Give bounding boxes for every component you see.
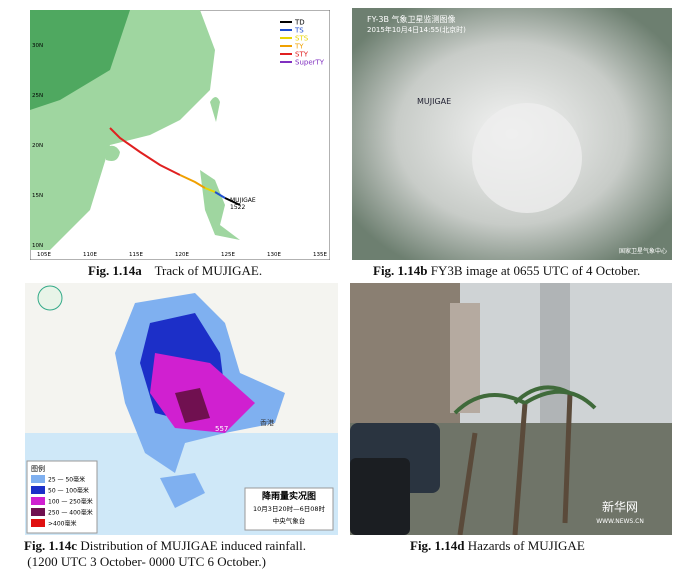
legend-swatch — [31, 508, 45, 516]
legend-swatch — [31, 497, 45, 505]
legend-label: TY — [294, 43, 304, 51]
lon-label: 130E — [267, 252, 281, 258]
caption-label: Fig. 1.14b — [373, 263, 428, 278]
caption-text: Hazards of MUJIGAE — [467, 538, 585, 553]
legend-swatch — [31, 519, 45, 527]
legend-swatch — [31, 486, 45, 494]
lat-label: 30N — [32, 43, 43, 49]
legend-label: STY — [295, 51, 309, 59]
caption-text: Distribution of MUJIGAE induced rainfall… — [80, 538, 306, 553]
legend-label: 50 — 100毫米 — [48, 487, 89, 495]
legend-label: TS — [294, 27, 304, 35]
caption-text: Track of MUJIGAE. — [154, 263, 263, 278]
legend-label: 250 — 400毫米 — [48, 509, 93, 517]
map-period: 10月3日20时—6日08时 — [253, 504, 326, 513]
legend-swatch — [31, 475, 45, 483]
lat-label: 10N — [32, 243, 43, 249]
legend-label: 25 — 50毫米 — [48, 476, 85, 484]
legend-title: 图例 — [31, 464, 45, 473]
legend-label: 100 — 250毫米 — [48, 498, 93, 506]
lon-label: 110E — [83, 252, 97, 258]
lon-label: 120E — [175, 252, 189, 258]
caption: Fig. 1.14d Hazards of MUJIGAE — [410, 538, 585, 554]
satellite-image: FY-3B 气象卫星监测图像 2015年10月4日14:55(北京时) MUJI… — [352, 8, 672, 260]
legend-label: >400毫米 — [48, 520, 76, 528]
lat-label: 15N — [32, 193, 43, 199]
lon-label: 105E — [37, 252, 51, 258]
rainfall-map: 557 香港 图例 25 — 50毫米 50 — 100毫米 100 — 250毫米… — [25, 283, 338, 535]
caption: Fig. 1.14c Distribution of MUJIGAE induc… — [24, 538, 306, 570]
max-value: 557 — [215, 425, 228, 433]
legend-label: SuperTY — [295, 59, 325, 67]
hazard-photo: 新华网 WWW.NEWS.CN — [350, 283, 672, 535]
lon-label: 135E — [313, 252, 327, 258]
caption-text: FY3B image at 0655 UTC of 4 October. — [430, 263, 641, 278]
image-time: 2015年10月4日14:55(北京时) — [367, 25, 466, 34]
caption-label: Fig. 1.14d — [410, 538, 465, 553]
lon-label: 115E — [129, 252, 143, 258]
watermark-url: WWW.NEWS.CN — [596, 518, 644, 525]
storm-name: MUJIGAE — [230, 197, 256, 204]
lat-label: 20N — [32, 143, 43, 149]
storm-number: 1522 — [230, 204, 245, 211]
caption: Fig. 1.14a Track of MUJIGAE. — [88, 263, 262, 279]
city-label: 香港 — [260, 418, 274, 427]
caption-label: Fig. 1.14c — [24, 538, 78, 553]
map-agency: 中央气象台 — [273, 516, 306, 525]
watermark: 新华网 — [602, 499, 638, 514]
caption-label: Fig. 1.14a — [88, 263, 142, 278]
image-header: FY-3B 气象卫星监测图像 — [367, 14, 456, 24]
credit: 国家卫星气象中心 — [619, 247, 667, 255]
legend-label: STS — [295, 35, 309, 43]
lat-label: 25N — [32, 93, 43, 99]
map-title: 降雨量实况图 — [262, 490, 316, 502]
storm-name: MUJIGAE — [417, 97, 451, 106]
lon-label: 125E — [221, 252, 235, 258]
legend-label: TD — [294, 19, 305, 27]
caption-text: (1200 UTC 3 October- 0000 UTC 6 October.… — [27, 554, 266, 569]
caption: Fig. 1.14b FY3B image at 0655 UTC of 4 O… — [373, 263, 640, 279]
